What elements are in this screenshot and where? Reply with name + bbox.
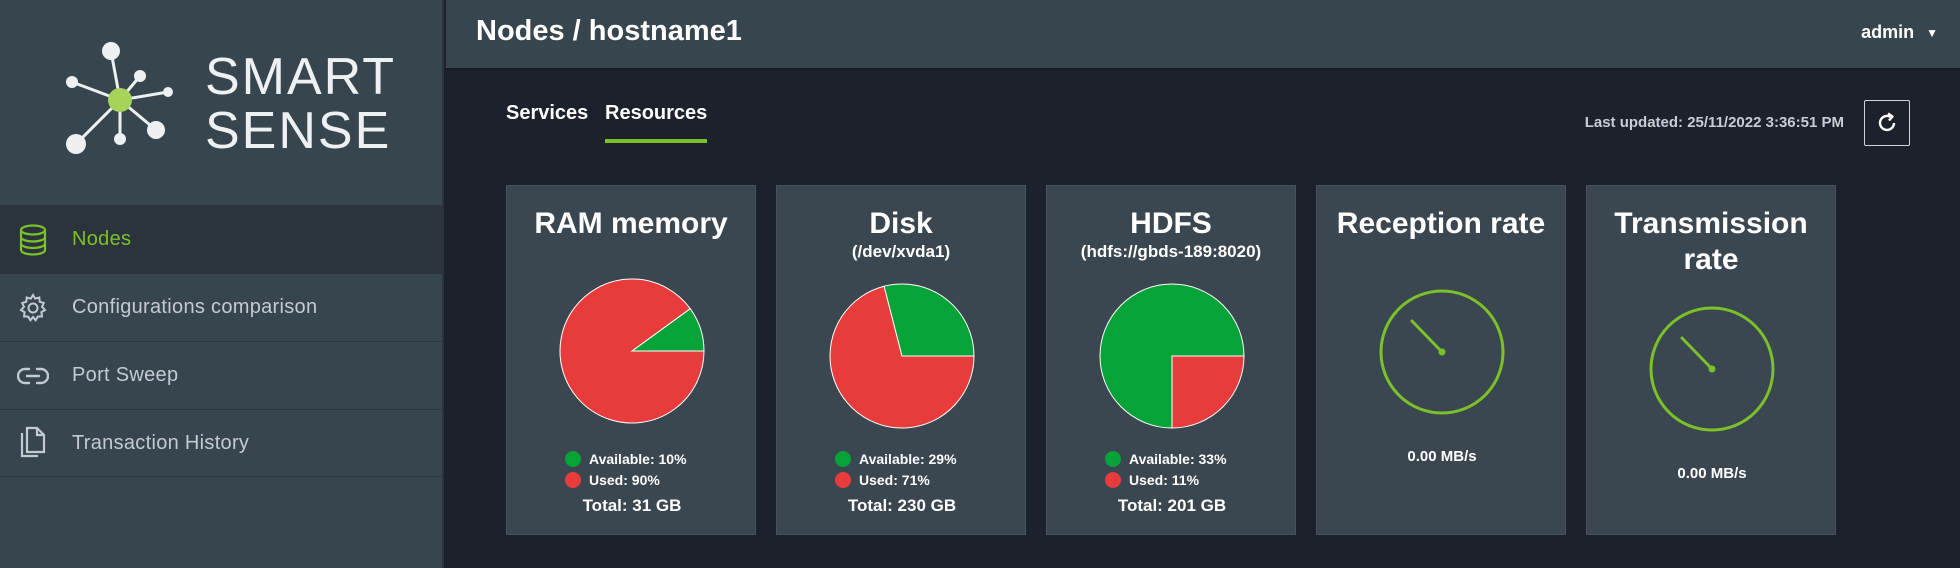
refresh-icon xyxy=(1878,112,1896,132)
pie-slice-used xyxy=(1171,355,1245,429)
gear-icon xyxy=(16,291,50,325)
chart-legend: Available: 33% Used: 11% xyxy=(1105,448,1227,490)
sidebar-item-port-sweep[interactable]: Port Sweep xyxy=(0,341,444,409)
pie-slice-used xyxy=(829,285,975,429)
ram-pie-chart xyxy=(559,278,705,424)
used-dot-icon xyxy=(835,471,851,488)
gauge-needle xyxy=(1680,336,1714,371)
smartsense-logo-icon xyxy=(66,42,173,154)
disk-pie-chart xyxy=(829,283,975,429)
reception-rate-card: Reception rate 0.00 MB/s xyxy=(1316,185,1566,535)
gauge-needle xyxy=(1410,319,1444,354)
breadcrumb: Nodes / hostname1 xyxy=(476,15,742,47)
gauge-dial xyxy=(1379,289,1505,415)
sidebar-item-configurations-comparison[interactable]: Configurations comparison xyxy=(0,273,444,341)
reception-rate-value: 0.00 MB/s xyxy=(1407,448,1477,465)
gauge-hub xyxy=(1438,348,1446,356)
sidebar-item-nodes[interactable]: Nodes xyxy=(0,205,444,273)
user-menu[interactable]: admin ▼ xyxy=(1861,22,1938,43)
tab-services[interactable]: Services xyxy=(506,102,589,124)
pie-slice-available xyxy=(1099,283,1245,429)
brand-line2: SENSE xyxy=(205,102,392,160)
transmission-rate-card: Transmission rate 0.00 MB/s xyxy=(1586,185,1836,535)
chart-legend: Available: 10% Used: 90% xyxy=(565,448,687,490)
sidebar-item-label: Nodes xyxy=(72,228,132,250)
legend-used: Used: 11% xyxy=(1105,469,1227,490)
logo: SMART SENSE xyxy=(0,0,444,205)
username: admin xyxy=(1861,22,1915,42)
link-icon xyxy=(16,359,50,393)
used-dot-icon xyxy=(1105,471,1121,488)
card-title: Transmission rate xyxy=(1614,207,1808,276)
tab-resources[interactable]: Resources xyxy=(605,102,708,143)
available-label: Available: 29% xyxy=(859,450,957,467)
transmission-rate-value: 0.00 MB/s xyxy=(1677,465,1747,482)
card-title: RAM memory xyxy=(534,207,728,240)
card-title: HDFS xyxy=(1130,207,1212,240)
legend-available: Available: 29% xyxy=(835,448,957,469)
legend-available: Available: 33% xyxy=(1105,448,1227,469)
last-updated: Last updated: 25/11/2022 3:36:51 PM xyxy=(1584,114,1844,131)
pie-slice-available xyxy=(883,283,975,357)
sidebar-item-label: Configurations comparison xyxy=(72,296,318,318)
card-title: Reception rate xyxy=(1336,207,1546,240)
hdfs-pie-chart xyxy=(1099,283,1245,429)
sidebar-item-label: Transaction History xyxy=(72,431,250,454)
sidebar-nav: Nodes Configurations comparison Port Swe… xyxy=(0,205,444,477)
sidebar-item-transaction-history[interactable]: Transaction History xyxy=(0,409,444,477)
legend-used: Used: 71% xyxy=(835,469,957,490)
transmission-gauge xyxy=(1649,306,1775,432)
available-dot-icon xyxy=(1105,450,1121,467)
card-subtitle: (hdfs://gbds-189:8020) xyxy=(1080,242,1262,261)
used-label: Used: 90% xyxy=(589,471,660,488)
card-subtitle: (/dev/xvda1) xyxy=(851,242,951,261)
used-label: Used: 11% xyxy=(1129,471,1200,488)
sidebar-item-label: Port Sweep xyxy=(72,364,179,386)
used-label: Used: 71% xyxy=(859,471,930,488)
gauge-dial xyxy=(1649,306,1775,432)
total-label: Total: 31 GB xyxy=(582,496,682,515)
database-icon xyxy=(16,223,50,257)
total-label: Total: 230 GB xyxy=(847,496,957,515)
ram-memory-card: RAM memory Available: 10% Used: 90% Tota… xyxy=(506,185,756,535)
chart-legend: Available: 29% Used: 71% xyxy=(835,448,957,490)
card-title: Disk xyxy=(869,207,933,240)
available-dot-icon xyxy=(835,450,851,467)
copy-icon xyxy=(16,426,50,460)
disk-card: Disk (/dev/xvda1) Available: 29% Used: 7… xyxy=(776,185,1026,535)
brand-name: SMART SENSE xyxy=(205,50,396,158)
gauge-hub xyxy=(1708,365,1716,373)
total-label: Total: 201 GB xyxy=(1117,496,1227,515)
hdfs-card: HDFS (hdfs://gbds-189:8020) Available: 3… xyxy=(1046,185,1296,535)
brand-line1: SMART xyxy=(205,48,397,106)
legend-used: Used: 90% xyxy=(565,469,687,490)
available-label: Available: 33% xyxy=(1129,450,1227,467)
top-header: Nodes / hostname1 admin ▼ xyxy=(446,0,1960,70)
legend-available: Available: 10% xyxy=(565,448,687,469)
used-dot-icon xyxy=(565,471,581,488)
available-label: Available: 10% xyxy=(589,450,687,467)
caret-down-icon: ▼ xyxy=(1926,25,1938,40)
pie-slice-available xyxy=(630,307,705,352)
available-dot-icon xyxy=(565,450,581,467)
sidebar: SMART SENSE Nodes Configu xyxy=(0,0,444,568)
refresh-button[interactable] xyxy=(1864,100,1910,146)
reception-gauge xyxy=(1379,289,1505,415)
